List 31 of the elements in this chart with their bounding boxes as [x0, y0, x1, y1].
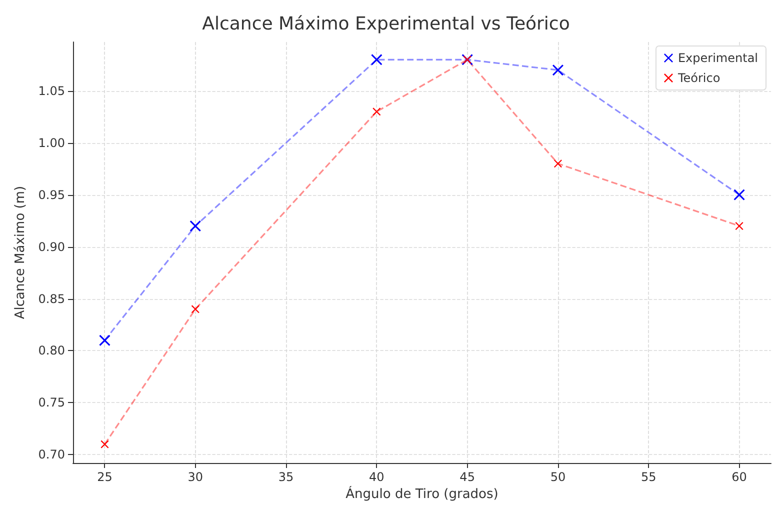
legend-label: Experimental	[678, 51, 758, 65]
point	[191, 305, 200, 314]
x-tick-label: 25	[97, 470, 112, 484]
x-tick-label: 60	[732, 470, 747, 484]
point	[371, 54, 382, 66]
y-tick-label: 0.90	[38, 240, 65, 254]
point	[735, 222, 744, 230]
legend-label: Teórico	[676, 71, 720, 85]
x-tick-label: 35	[278, 470, 294, 484]
x-tick-label: 30	[188, 470, 204, 484]
y-tick-label: 0.85	[38, 292, 65, 306]
x-tick-label: 55	[640, 470, 656, 484]
y-tick-label: 1.00	[38, 136, 65, 150]
point	[552, 64, 564, 76]
chart-title: Alcance Máximo Experimental vs Teórico	[202, 14, 570, 34]
x-tick-label: 40	[369, 470, 384, 484]
y-tick-label: 1.05	[38, 84, 65, 98]
y-tick-label: 0.95	[38, 188, 65, 202]
y-tick-label: 0.70	[38, 448, 65, 462]
point	[190, 220, 201, 232]
x-tick-label: 45	[460, 470, 475, 484]
point	[554, 160, 562, 168]
point	[734, 189, 745, 200]
y-tick-label: 0.75	[38, 396, 65, 410]
y-axis-title: Alcance Máximo (m)	[13, 186, 28, 320]
y-tick-label: 0.80	[38, 344, 65, 358]
x-axis-title: Ángulo de Tiro (grados)	[346, 484, 498, 502]
x-tick-label: 50	[550, 470, 566, 484]
point	[100, 440, 109, 448]
point	[372, 108, 381, 116]
point	[99, 334, 110, 346]
